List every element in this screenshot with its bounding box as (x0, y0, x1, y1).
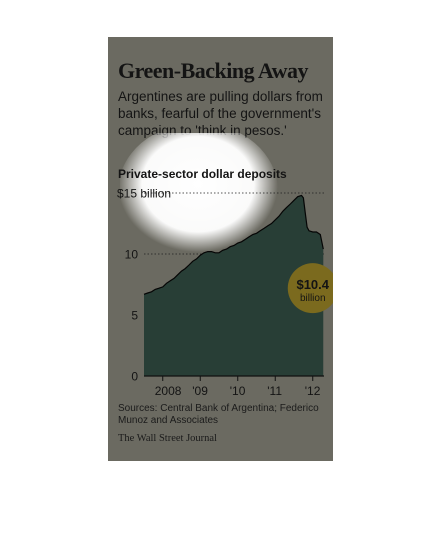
y-tick-label: 10 (125, 248, 139, 262)
callout-unit: billion (300, 293, 326, 304)
x-tick-label: 2008 (155, 384, 182, 398)
x-tick-label: '12 (305, 384, 321, 398)
deposits-line (143, 194, 324, 295)
latest-value-callout: $10.4 billion (287, 263, 333, 314)
x-tick-label: '11 (267, 384, 282, 398)
y-tick-label: 0 (131, 370, 138, 384)
publisher-credit: The Wall Street Journal (118, 433, 217, 444)
chart-title: Private-sector dollar deposits (118, 167, 287, 181)
x-tick-label: '10 (230, 384, 246, 398)
y-tick-label: $15 billion (117, 187, 171, 201)
graphic-card: Green-Backing Away Argentines are pullin… (108, 37, 333, 461)
x-tick-label: '09 (192, 384, 208, 398)
highlight-spot (120, 133, 278, 259)
source-note: Sources: Central Bank of Argentina; Fede… (118, 403, 319, 426)
deposits-area (144, 195, 324, 376)
subheadline: Argentines are pulling dollars from bank… (118, 89, 323, 138)
y-tick-label: 5 (131, 309, 138, 323)
deposits-chart: 2008 '09 '10 '11 '12 0 5 10 $15 billion $10.4 b… (117, 187, 333, 398)
headline: Green-Backing Away (118, 58, 309, 83)
callout-value: $10.4 (296, 277, 329, 292)
callout-circle (287, 263, 333, 314)
